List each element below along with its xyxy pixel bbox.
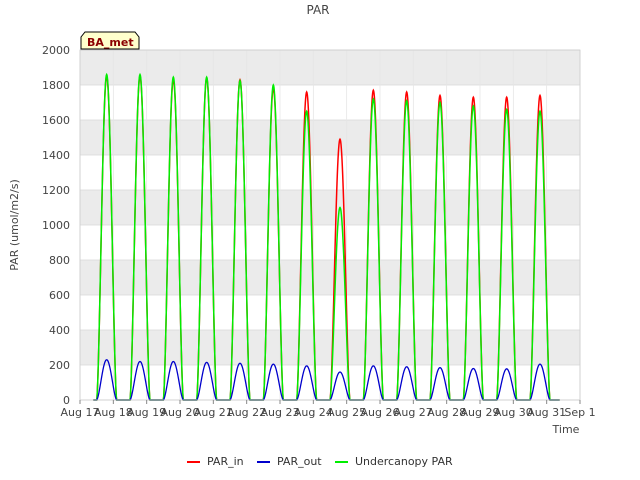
x-tick-label: Aug 29	[461, 406, 500, 419]
x-tick-label: Aug 23	[261, 406, 300, 419]
y-tick-label: 1200	[42, 184, 70, 197]
chart-title: PAR	[306, 3, 329, 17]
y-tick-label: 1800	[42, 79, 70, 92]
y-tick-label: 1000	[42, 219, 70, 232]
x-tick-label: Aug 17	[61, 406, 100, 419]
x-tick-label: Sep 1	[564, 406, 595, 419]
x-tick-label: Aug 20	[161, 406, 200, 419]
y-tick-label: 1400	[42, 149, 70, 162]
x-tick-label: Aug 24	[294, 406, 333, 419]
legend-label-par-in: PAR_in	[207, 455, 244, 468]
legend-label-undercanopy: Undercanopy PAR	[355, 455, 453, 468]
x-tick-label: Aug 25	[327, 406, 366, 419]
legend-label-par-out: PAR_out	[277, 455, 322, 468]
band	[80, 190, 580, 225]
x-tick-label: Aug 26	[361, 406, 400, 419]
x-tick-label: Aug 21	[194, 406, 233, 419]
series-layer	[79, 49, 581, 401]
x-tick-label: Aug 19	[127, 406, 166, 419]
band	[80, 260, 580, 295]
y-tick-label: 400	[49, 324, 70, 337]
x-tick-label: Aug 30	[494, 406, 533, 419]
site-badge-label: BA_met	[87, 36, 134, 49]
band	[80, 120, 580, 155]
legend: PAR_in PAR_out Undercanopy PAR	[187, 455, 453, 468]
x-tick-label: Aug 18	[94, 406, 133, 419]
y-tick-label: 200	[49, 359, 70, 372]
y-axis-label: PAR (umol/m2/s)	[8, 179, 21, 271]
y-tick-label: 1600	[42, 114, 70, 127]
plot-frame	[79, 49, 581, 401]
x-tick-label: Aug 22	[227, 406, 266, 419]
x-axis-label: Time	[552, 423, 580, 436]
y-tick-label: 0	[63, 394, 70, 407]
y-tick-label: 600	[49, 289, 70, 302]
y-tick-label: 800	[49, 254, 70, 267]
site-badge: BA_met	[80, 31, 140, 50]
band	[80, 330, 580, 365]
x-tick-label: Aug 31	[527, 406, 566, 419]
y-axis: 0 200 400 600 800 1000 1200 1400 1600 1800 2000	[42, 44, 70, 407]
x-tick-label: Aug 28	[427, 406, 466, 419]
y-tick-label: 2000	[42, 44, 70, 57]
band	[80, 50, 580, 85]
x-tick-label: Aug 27	[394, 406, 433, 419]
